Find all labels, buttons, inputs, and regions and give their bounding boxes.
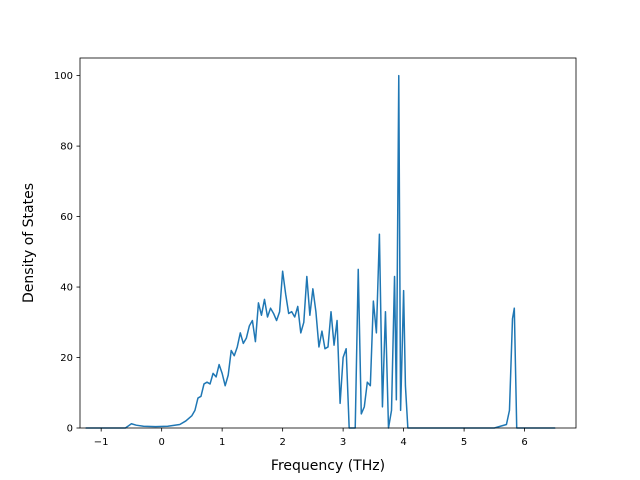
x-tick-label: 1	[219, 437, 225, 448]
y-tick-label: 60	[60, 212, 73, 223]
series-layer	[85, 74, 556, 429]
y-axis-label: Density of States	[21, 183, 37, 303]
y-tick-label: 80	[60, 142, 73, 153]
y-tick-label: 100	[54, 71, 73, 82]
plot-area	[80, 58, 576, 428]
x-tick-label: 2	[279, 437, 285, 448]
x-tick-label: 5	[461, 437, 467, 448]
y-tick-label: 40	[60, 283, 73, 294]
dos-line-series	[85, 74, 556, 429]
x-tick-label: 4	[400, 437, 406, 448]
x-tick-label: −1	[94, 437, 109, 448]
x-axis-ticks: −1 0 1 2 3 4 5 6	[94, 428, 528, 448]
y-axis-ticks: 0 20 40 60 80 100	[54, 71, 80, 435]
y-tick-label: 20	[60, 353, 73, 364]
x-tick-label: 0	[158, 437, 164, 448]
x-tick-label: 3	[340, 437, 346, 448]
plot-frame	[79, 57, 577, 429]
y-tick-label: 0	[67, 424, 73, 435]
x-tick-label: 6	[521, 437, 527, 448]
x-axis-label: Frequency (THz)	[271, 458, 385, 474]
